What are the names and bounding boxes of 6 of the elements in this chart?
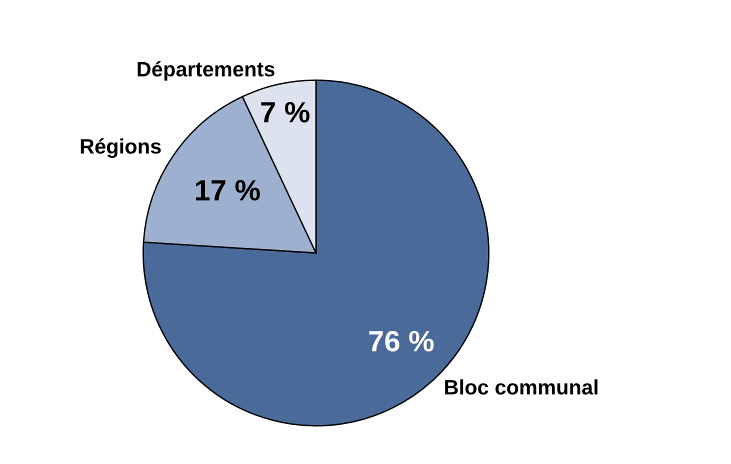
data-label: 7 % [261, 102, 310, 122]
slice-label: Bloc communal [445, 379, 598, 395]
data-label: 17 % [196, 180, 260, 201]
slice-label: Départements [138, 61, 274, 81]
slice-label: Régions [80, 138, 161, 158]
data-label: 76 % [369, 330, 434, 352]
